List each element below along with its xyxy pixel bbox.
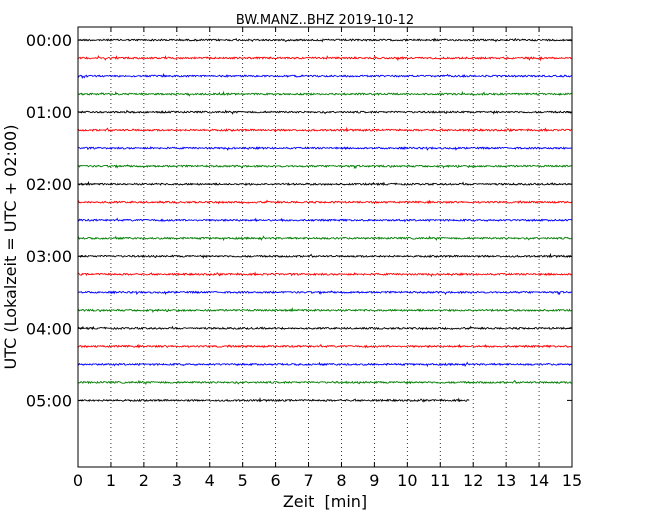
trace-line (77, 343, 572, 349)
trace-line (77, 72, 572, 79)
trace-line (77, 396, 470, 403)
y-tick-label: 01:00 (26, 103, 72, 122)
trace-line (77, 252, 572, 259)
trace-line (77, 164, 572, 170)
x-tick-label: 1 (106, 471, 116, 490)
y-tick-label: 04:00 (26, 319, 72, 338)
x-tick-label: 14 (529, 471, 549, 490)
trace-line (77, 217, 572, 223)
x-tick-label: 8 (336, 471, 346, 490)
x-tick-label: 10 (397, 471, 417, 490)
y-axis-label: UTC (Lokalzeit = UTC + 02:00) (1, 125, 20, 370)
trace-line (77, 271, 572, 278)
x-tick-labels: 0 1 2 3 4 5 6 7 8 9 10 11 12 13 14 15 (73, 471, 582, 490)
x-tick-label: 11 (430, 471, 450, 490)
trace-line (77, 180, 572, 187)
trace-line (77, 361, 572, 368)
chart-title: BW.MANZ..BHZ 2019-10-12 (236, 13, 414, 28)
trace-lines (77, 37, 572, 403)
y-tick-label: 00:00 (26, 31, 72, 50)
y-tick-label: 03:00 (26, 247, 72, 266)
trace-line (77, 146, 572, 152)
trace-line (77, 126, 572, 133)
trace-line (77, 199, 572, 205)
x-tick-label: 0 (73, 471, 83, 490)
grid-lines (110, 27, 540, 467)
x-tick-label: 7 (303, 471, 313, 490)
trace-line (77, 290, 572, 296)
trace-line (77, 379, 572, 386)
x-tick-label: 3 (172, 471, 182, 490)
x-tick-label: 13 (496, 471, 516, 490)
x-tick-label: 12 (463, 471, 483, 490)
y-tick-labels: 00:00 01:00 02:00 03:00 04:00 05:00 (26, 31, 72, 410)
x-tick-label: 15 (562, 471, 582, 490)
trace-line (77, 235, 572, 242)
x-tick-label: 2 (139, 471, 149, 490)
x-tick-label: 9 (369, 471, 379, 490)
trace-line (77, 37, 572, 43)
trace-line (77, 325, 572, 331)
x-axis-label: Zeit [min] (283, 492, 367, 511)
trace-line (77, 307, 572, 314)
x-tick-label: 5 (238, 471, 248, 490)
trace-line (77, 109, 572, 115)
trace-line (77, 55, 572, 62)
y-tick-label: 05:00 (26, 391, 72, 410)
axis-ticks (77, 27, 573, 467)
x-tick-label: 4 (205, 471, 215, 490)
plot-frame (77, 26, 573, 468)
y-tick-label: 02:00 (26, 175, 72, 194)
x-tick-label: 6 (271, 471, 281, 490)
trace-line (77, 90, 572, 97)
